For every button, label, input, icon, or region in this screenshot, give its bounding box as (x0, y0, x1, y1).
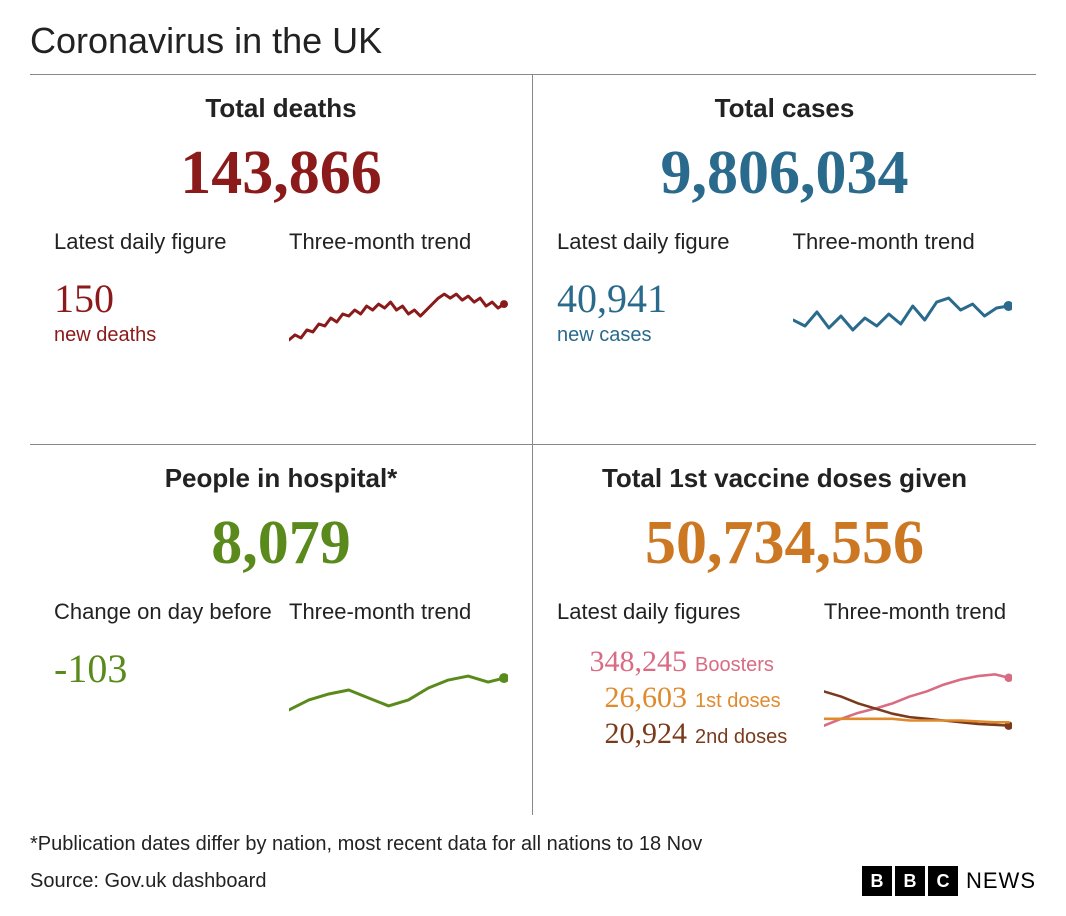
cases-daily-caption: new cases (557, 324, 777, 347)
footnote-text: *Publication dates differ by nation, mos… (30, 833, 1036, 856)
panel-deaths-title: Total deaths (54, 93, 508, 124)
hospital-daily-value: -103 (54, 645, 273, 692)
panel-hospital-title: People in hospital* (54, 463, 508, 494)
bbc-news-logo: BBC NEWS (862, 866, 1036, 896)
vax-row-boosters: 348,245 Boosters (557, 645, 808, 679)
vaccines-trend-label: Three-month trend (824, 599, 1012, 625)
deaths-daily-label: Latest daily figure (54, 229, 273, 255)
footer: *Publication dates differ by nation, mos… (30, 833, 1036, 896)
deaths-trend-label: Three-month trend (289, 229, 508, 255)
vax-second-label: 2nd doses (695, 726, 787, 749)
panel-cases: Total cases 9,806,034 Latest daily figur… (533, 75, 1036, 445)
vax-second-value: 20,924 (557, 717, 687, 751)
cases-daily-value: 40,941 (557, 275, 777, 322)
dashboard-grid: Total deaths 143,866 Latest daily figure… (30, 75, 1036, 815)
hospital-total: 8,079 (54, 508, 508, 579)
deaths-total: 143,866 (54, 138, 508, 209)
cases-daily-label: Latest daily figure (557, 229, 777, 255)
vaccines-sparkline (824, 645, 1012, 755)
vaccines-daily-label: Latest daily figures (557, 599, 808, 625)
cases-sparkline (793, 275, 1013, 365)
vax-boosters-label: Boosters (695, 654, 774, 677)
panel-vaccines: Total 1st vaccine doses given 50,734,556… (533, 445, 1036, 815)
panel-vaccines-title: Total 1st vaccine doses given (557, 463, 1012, 494)
source-text: Source: Gov.uk dashboard (30, 870, 266, 893)
panel-deaths: Total deaths 143,866 Latest daily figure… (30, 75, 533, 445)
bbc-news-text: NEWS (966, 868, 1036, 894)
vax-row-first: 26,603 1st doses (557, 681, 808, 715)
hospital-daily-label: Change on day before (54, 599, 273, 625)
deaths-daily-caption: new deaths (54, 324, 273, 347)
cases-trend-label: Three-month trend (793, 229, 1013, 255)
vax-first-label: 1st doses (695, 690, 781, 713)
vax-first-value: 26,603 (557, 681, 687, 715)
cases-total: 9,806,034 (557, 138, 1012, 209)
deaths-daily-value: 150 (54, 275, 273, 322)
hospital-trend-label: Three-month trend (289, 599, 508, 625)
panel-cases-title: Total cases (557, 93, 1012, 124)
hospital-sparkline (289, 645, 508, 735)
bbc-blocks-icon: BBC (862, 866, 958, 896)
panel-hospital: People in hospital* 8,079 Change on day … (30, 445, 533, 815)
vaccines-figures: 348,245 Boosters 26,603 1st doses 20,924… (557, 645, 808, 751)
vax-row-second: 20,924 2nd doses (557, 717, 808, 751)
page-title: Coronavirus in the UK (30, 20, 1036, 75)
deaths-sparkline (289, 275, 508, 365)
vax-boosters-value: 348,245 (557, 645, 687, 679)
vaccines-total: 50,734,556 (557, 508, 1012, 579)
